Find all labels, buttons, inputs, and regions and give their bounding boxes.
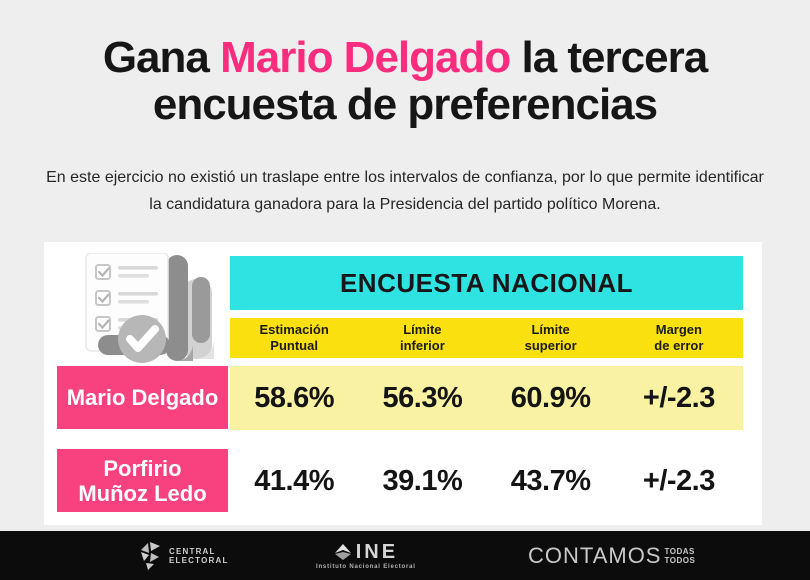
central-electoral-emblem-icon (141, 541, 160, 570)
ine-subtitle: Instituto Nacional Electoral (316, 563, 416, 570)
contamos-wordmark: CONTAMOS (528, 542, 662, 568)
contamos-logo: CONTAMOS TODAS TODOS (528, 531, 695, 580)
column-header-line: inferior (399, 338, 445, 353)
column-header-row: Estimación Puntual Límite inferior Límit… (230, 318, 743, 358)
table-row-porfirio-munoz-ledo: 41.4% 39.1% 43.7% +/-2.3 (230, 449, 743, 513)
cell-margen-error: +/-2.3 (642, 381, 715, 414)
column-header-line: Límite (531, 322, 570, 337)
title-highlight-name: Mario Delgado (220, 33, 511, 82)
ine-wordmark: INE (355, 540, 399, 563)
column-header-line: Estimación (259, 322, 329, 337)
title-prefix: Gana (102, 33, 221, 82)
candidate-name-line: Mario Delgado (66, 385, 219, 410)
ine-logo: INE Instituto Nacional Electoral (316, 531, 416, 580)
candidate-label-porfirio-munoz-ledo: Porfirio Muñoz Ledo (57, 449, 228, 512)
subtitle-text: En este ejercicio no existió un traslape… (46, 169, 764, 213)
cell-limite-inferior: 56.3% (382, 381, 463, 414)
table-row-mario-delgado: 58.6% 56.3% 60.9% +/-2.3 (230, 366, 743, 430)
title-suffix: la tercera (510, 33, 708, 82)
cell-estimacion-puntual: 58.6% (254, 381, 334, 414)
candidate-name-line: Muñoz Ledo (78, 480, 207, 506)
cell-limite-superior: 43.7% (510, 464, 591, 497)
column-header-line: superior (524, 338, 577, 353)
contamos-todas: TODAS (664, 546, 695, 556)
contamos-todos: TODOS (664, 555, 696, 565)
checklist-icon (78, 252, 228, 375)
cell-limite-inferior: 39.1% (382, 464, 463, 497)
cell-limite-superior: 60.9% (510, 381, 591, 414)
column-header-limite-superior: Límite superior (487, 318, 615, 358)
central-electoral-line1: CENTRAL (169, 546, 216, 556)
title-line2: encuesta de preferencias (152, 80, 658, 129)
column-header-limite-inferior: Límite inferior (358, 318, 486, 358)
column-header-margen: Margen de error (615, 318, 743, 358)
table-title-banner: ENCUESTA NACIONAL (230, 256, 743, 310)
footer-bar: CENTRAL ELECTORAL INE Instituto Nacional… (0, 531, 810, 580)
ine-diamond-icon (334, 543, 351, 560)
cell-estimacion-puntual: 41.4% (254, 464, 334, 497)
cell-margen-error: +/-2.3 (642, 464, 715, 497)
column-header-line: Puntual (270, 338, 318, 353)
column-header-line: Límite (403, 322, 442, 337)
central-electoral-logo: CENTRAL ELECTORAL (138, 531, 229, 580)
candidate-name-line: Porfirio (103, 455, 182, 481)
column-header-estimacion: Estimación Puntual (230, 318, 358, 358)
central-electoral-line2: ELECTORAL (169, 555, 229, 565)
column-header-line: Margen (655, 322, 702, 337)
results-card: ENCUESTA NACIONAL Estimación Puntual Lím… (44, 242, 762, 525)
candidate-label-mario-delgado: Mario Delgado (57, 366, 228, 429)
page-title: Gana Mario Delgado la tercera encuesta de… (0, 34, 810, 128)
column-header-line: de error (654, 338, 704, 353)
